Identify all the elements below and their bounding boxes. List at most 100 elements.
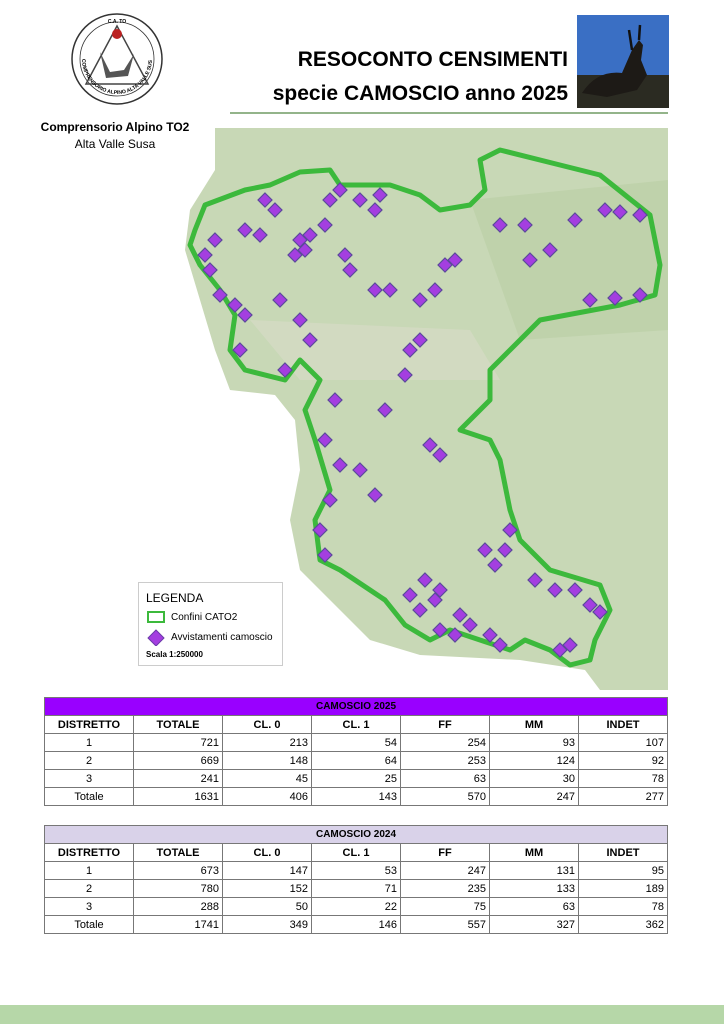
sighting <box>477 542 493 558</box>
cell: 362 <box>578 915 668 934</box>
cell: 349 <box>222 915 312 934</box>
cell: 95 <box>578 861 668 880</box>
cell: 50 <box>222 897 312 916</box>
header-row: DISTRETTO TOTALE CL. 0 CL. 1 FF MM INDET <box>44 843 668 862</box>
row-label: Totale <box>44 915 134 934</box>
column-header: FF <box>400 715 490 734</box>
row-label: 1 <box>44 861 134 880</box>
sighting <box>367 282 383 298</box>
sighting <box>267 202 283 218</box>
sighting <box>412 332 428 348</box>
sighting <box>332 457 348 473</box>
sighting <box>432 447 448 463</box>
cell: 147 <box>222 861 312 880</box>
table-row: 3 241 45 25 63 30 78 <box>44 769 668 788</box>
sighting <box>297 242 313 258</box>
logo-abbr: C.A. TO <box>108 19 126 25</box>
column-header: MM <box>489 715 579 734</box>
sighting <box>302 332 318 348</box>
cell: 721 <box>133 733 223 752</box>
cell: 75 <box>400 897 490 916</box>
sighting <box>207 232 223 248</box>
cell: 327 <box>489 915 579 934</box>
cell: 92 <box>578 751 668 770</box>
cell: 71 <box>311 879 401 898</box>
sighting <box>272 292 288 308</box>
sighting <box>302 227 318 243</box>
sighting <box>377 402 393 418</box>
cell: 78 <box>578 897 668 916</box>
legend-title: LEGENDA <box>146 591 204 605</box>
sighting <box>492 637 508 653</box>
map <box>185 128 668 690</box>
column-header: DISTRETTO <box>44 715 134 734</box>
sighting <box>212 287 228 303</box>
sighting <box>352 192 368 208</box>
subtitle: specie CAMOSCIO anno 2025 <box>272 82 568 105</box>
cell: 235 <box>400 879 490 898</box>
cell: 152 <box>222 879 312 898</box>
sighting <box>427 282 443 298</box>
sighting <box>582 597 598 613</box>
cell: 253 <box>400 751 490 770</box>
sighting <box>337 247 353 263</box>
cell: 570 <box>400 787 490 806</box>
legend: LEGENDA Confini CATO2 Avvistamenti camos… <box>138 582 283 666</box>
cell: 1631 <box>133 787 223 806</box>
sighting <box>432 582 448 598</box>
cell: 213 <box>222 733 312 752</box>
legend-scale: Scala 1:250000 <box>146 650 203 659</box>
table-row: 3 288 50 22 75 63 78 <box>44 897 668 916</box>
logo: C.A. TO COMPRENSORIO ALPINO ALTA VALLE S… <box>70 12 163 105</box>
legend-item: Avvistamenti camoscio <box>171 632 273 643</box>
sightings <box>197 182 648 658</box>
sighting <box>202 262 218 278</box>
cell: 93 <box>489 733 579 752</box>
sighting <box>562 637 578 653</box>
cell: 63 <box>400 769 490 788</box>
cell: 53 <box>311 861 401 880</box>
table-row: Totale 1741 349 146 557 327 362 <box>44 915 668 934</box>
sighting <box>327 392 343 408</box>
sighting <box>402 587 418 603</box>
sighting <box>312 522 328 538</box>
sighting <box>632 287 648 303</box>
sighting <box>497 542 513 558</box>
cell: 247 <box>400 861 490 880</box>
sighting <box>437 257 453 273</box>
sighting <box>402 342 418 358</box>
sighting <box>547 582 563 598</box>
table-title-row: CAMOSCIO 2024 <box>44 825 668 844</box>
cell: 1741 <box>133 915 223 934</box>
cell: 148 <box>222 751 312 770</box>
table-title-row: CAMOSCIO 2025 <box>44 697 668 716</box>
row-label: 2 <box>44 879 134 898</box>
cell: 63 <box>489 897 579 916</box>
sighting <box>567 212 583 228</box>
sighting <box>452 607 468 623</box>
column-header: CL. 1 <box>311 843 401 862</box>
cell: 673 <box>133 861 223 880</box>
sighting <box>292 232 308 248</box>
cell: 25 <box>311 769 401 788</box>
table-title: CAMOSCIO 2024 <box>44 825 668 844</box>
cell: 669 <box>133 751 223 770</box>
legend-item: Confini CATO2 <box>171 612 238 623</box>
photo <box>577 15 669 108</box>
data-table: CAMOSCIO 2025 DISTRETTO TOTALE CL. 0 CL. 1 FF… <box>44 697 668 806</box>
cell: 406 <box>222 787 312 806</box>
sighting <box>317 217 333 233</box>
cell: 780 <box>133 879 223 898</box>
sighting <box>317 432 333 448</box>
sighting <box>372 187 388 203</box>
sighting <box>292 312 308 328</box>
sighting <box>352 462 368 478</box>
row-label: 3 <box>44 769 134 788</box>
sighting <box>567 582 583 598</box>
table-row: 1 673 147 53 247 131 95 <box>44 861 668 880</box>
sighting <box>412 602 428 618</box>
row-label: 3 <box>44 897 134 916</box>
sighting <box>252 227 268 243</box>
sighting <box>447 252 463 268</box>
